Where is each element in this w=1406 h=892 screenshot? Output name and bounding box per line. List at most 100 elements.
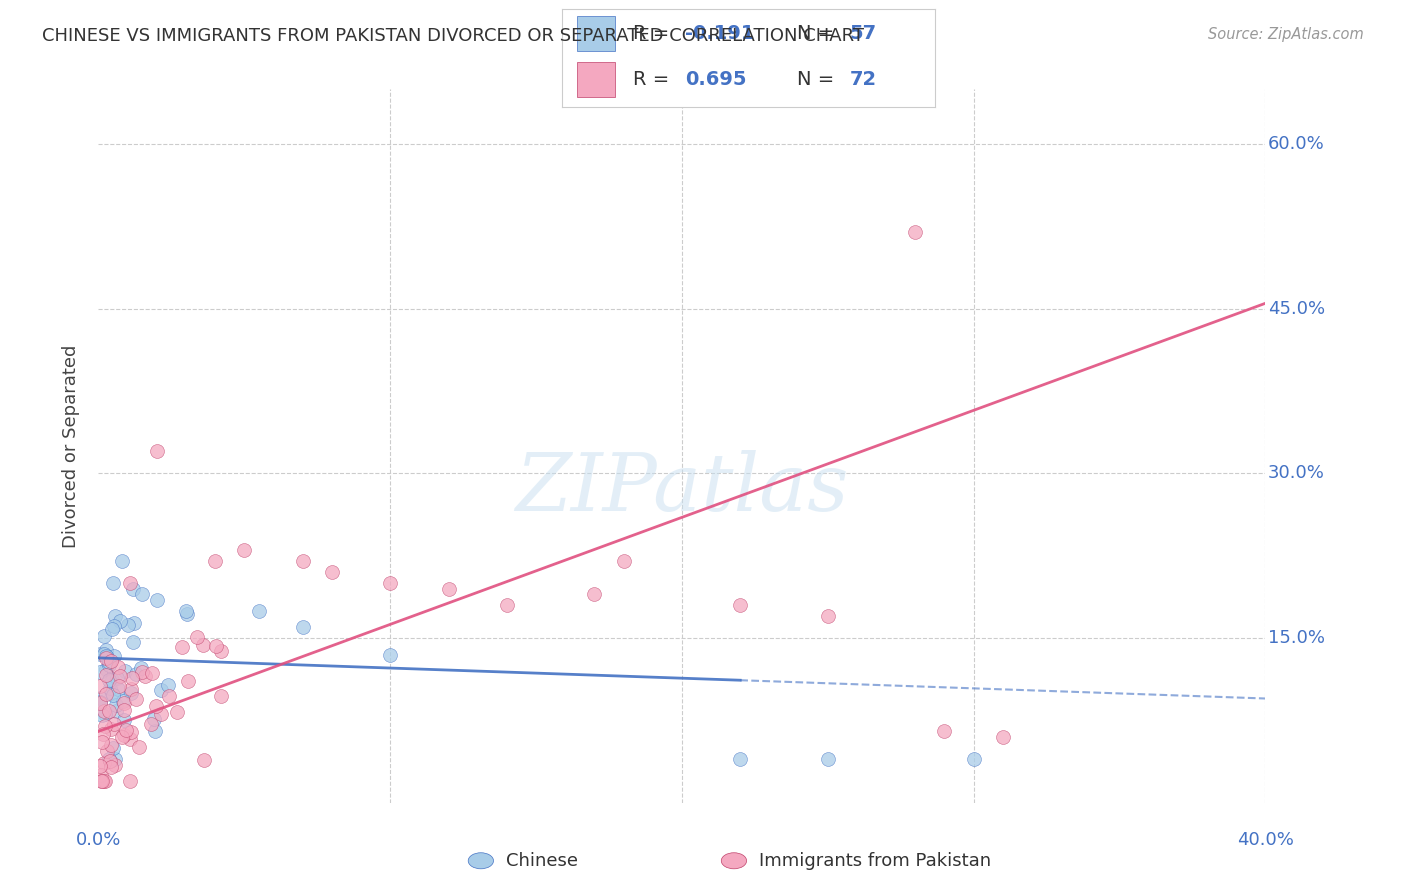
Text: N =: N = <box>797 24 841 43</box>
Point <box>108 669 131 683</box>
Point <box>97 704 120 718</box>
Point <box>105 704 128 718</box>
Point <box>108 615 131 629</box>
FancyBboxPatch shape <box>578 62 614 97</box>
Point <box>94 663 117 677</box>
Point <box>100 754 122 768</box>
Point <box>91 727 114 741</box>
Point <box>817 752 839 766</box>
Point <box>437 582 460 596</box>
Point <box>112 696 135 710</box>
Point <box>89 665 111 679</box>
Point <box>176 673 198 688</box>
Text: ZIPatlas: ZIPatlas <box>515 450 849 527</box>
Point <box>146 444 169 458</box>
Text: 60.0%: 60.0% <box>1268 135 1324 153</box>
Point <box>120 731 142 746</box>
Point <box>120 773 142 788</box>
Point <box>149 682 172 697</box>
Point <box>291 620 314 634</box>
Text: 15.0%: 15.0% <box>1268 629 1324 647</box>
Point <box>93 756 115 770</box>
Point <box>111 554 134 568</box>
Text: Immigrants from Pakistan: Immigrants from Pakistan <box>759 852 991 870</box>
Point <box>90 707 112 722</box>
Text: 45.0%: 45.0% <box>1268 300 1324 318</box>
Point <box>114 728 136 742</box>
Point <box>378 648 402 662</box>
Text: Chinese: Chinese <box>506 852 578 870</box>
Point <box>98 681 121 695</box>
Point <box>121 635 143 649</box>
Point <box>120 686 142 700</box>
Point <box>100 738 122 752</box>
Point <box>98 655 121 669</box>
Point <box>146 592 169 607</box>
Point <box>122 616 145 631</box>
Point <box>101 741 124 756</box>
Point <box>174 604 197 618</box>
Point <box>612 554 634 568</box>
FancyBboxPatch shape <box>578 16 614 51</box>
Point <box>157 678 180 692</box>
Point <box>134 669 156 683</box>
Point <box>120 725 142 739</box>
Point <box>89 679 111 693</box>
Point <box>100 760 122 774</box>
Point <box>94 668 117 682</box>
Text: 30.0%: 30.0% <box>1268 465 1324 483</box>
Point <box>291 554 314 568</box>
Point <box>111 730 134 744</box>
Point <box>100 654 122 668</box>
Point <box>728 598 751 612</box>
Point <box>91 773 114 788</box>
Text: R =: R = <box>633 70 676 89</box>
Text: 40.0%: 40.0% <box>1237 831 1294 849</box>
Point <box>193 753 215 767</box>
Point <box>141 665 163 680</box>
Text: R =: R = <box>633 24 676 43</box>
Point <box>107 680 129 694</box>
Point <box>728 752 751 766</box>
Point <box>107 660 129 674</box>
Point <box>89 695 111 709</box>
Point <box>112 713 135 727</box>
Point <box>101 673 124 687</box>
Y-axis label: Divorced or Separated: Divorced or Separated <box>62 344 80 548</box>
Point <box>100 723 122 737</box>
Point <box>94 719 117 733</box>
Point <box>120 682 142 697</box>
Point <box>101 686 124 700</box>
Point <box>104 752 127 766</box>
Point <box>96 649 118 664</box>
Point <box>104 608 127 623</box>
Point <box>89 647 111 661</box>
Point <box>97 673 120 688</box>
Point <box>176 607 198 621</box>
Point <box>129 661 152 675</box>
Text: 0.0%: 0.0% <box>76 831 121 849</box>
Point <box>98 752 121 766</box>
Point <box>96 743 118 757</box>
Point <box>94 687 117 701</box>
Point <box>149 706 172 721</box>
Point <box>90 773 112 788</box>
Point <box>117 617 139 632</box>
Point <box>121 671 143 685</box>
Point <box>103 619 125 633</box>
Point <box>104 698 127 712</box>
Point <box>321 566 343 580</box>
Point <box>114 664 136 678</box>
Point <box>104 757 127 772</box>
Point <box>233 543 256 558</box>
Point <box>131 587 153 601</box>
Text: -0.191: -0.191 <box>685 24 755 43</box>
Point <box>934 724 956 739</box>
Point <box>93 706 115 721</box>
Point <box>904 225 927 239</box>
Point <box>107 681 129 696</box>
Point <box>139 717 162 731</box>
Text: N =: N = <box>797 70 841 89</box>
Point <box>94 648 117 663</box>
Point <box>209 689 232 703</box>
